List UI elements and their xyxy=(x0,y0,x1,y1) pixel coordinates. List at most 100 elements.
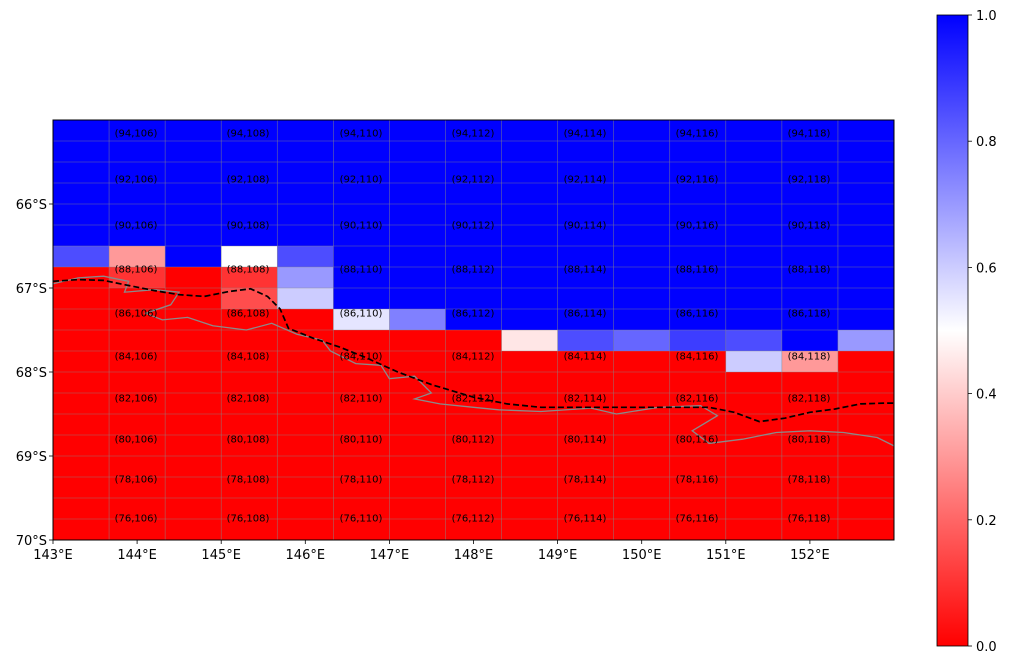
heatmap-cell xyxy=(613,225,671,247)
cell-label: (76,110) xyxy=(340,514,383,525)
cell-label: (92,118) xyxy=(788,175,831,186)
heatmap-cell xyxy=(389,372,446,394)
heatmap-cell xyxy=(333,162,390,184)
heatmap-cell xyxy=(333,330,390,352)
heatmap-cell xyxy=(165,141,222,163)
x-tick-label: 146°E xyxy=(286,548,326,563)
heatmap-cell xyxy=(837,162,894,184)
heatmap-cell xyxy=(725,162,783,184)
heatmap-cell xyxy=(53,351,110,373)
heatmap-cell xyxy=(781,414,839,436)
heatmap-cell xyxy=(501,225,559,247)
heatmap-cell xyxy=(221,519,278,540)
heatmap-cell xyxy=(445,120,503,142)
heatmap-cell xyxy=(613,414,671,436)
heatmap-cell xyxy=(389,519,446,540)
heatmap-cell xyxy=(501,120,559,142)
heatmap-cell xyxy=(669,498,727,520)
heatmap-cell xyxy=(613,498,671,520)
heatmap-cell xyxy=(389,477,446,499)
heatmap-cell xyxy=(557,309,615,331)
heatmap-cell xyxy=(221,498,278,520)
heatmap-cell xyxy=(669,519,727,540)
heatmap-cell xyxy=(277,435,334,457)
heatmap-cell xyxy=(389,141,446,163)
heatmap-cell xyxy=(669,477,727,499)
heatmap-cell xyxy=(165,120,222,142)
cell-label: (88,116) xyxy=(676,265,719,276)
heatmap-cell xyxy=(445,435,503,457)
heatmap-cell xyxy=(53,120,110,142)
heatmap-cell xyxy=(837,225,894,247)
heatmap-cell xyxy=(557,183,615,205)
cell-label: (80,112) xyxy=(452,435,495,446)
heatmap-cell xyxy=(333,141,390,163)
heatmap-cell xyxy=(389,435,446,457)
heatmap-cell xyxy=(165,498,222,520)
colorbar-tick-label: 0.6 xyxy=(976,261,997,276)
heatmap-cell xyxy=(389,309,446,331)
heatmap-cell xyxy=(837,414,894,436)
heatmap-cell xyxy=(725,225,783,247)
heatmap-cell xyxy=(557,246,615,268)
cell-label: (94,112) xyxy=(452,129,495,140)
heatmap-cell xyxy=(613,393,671,415)
heatmap-cell xyxy=(445,267,503,289)
heatmap-cell xyxy=(109,435,166,457)
heatmap-cell xyxy=(445,477,503,499)
cell-label: (84,106) xyxy=(115,352,158,363)
heatmap-cell xyxy=(669,372,727,394)
heatmap-cell xyxy=(613,351,671,373)
heatmap-cell xyxy=(557,519,615,540)
heatmap-cell xyxy=(333,519,390,540)
y-tick-label: 69°S xyxy=(16,450,47,465)
heatmap-cell xyxy=(669,246,727,268)
heatmap-cell xyxy=(781,393,839,415)
heatmap-cell xyxy=(613,435,671,457)
cell-label: (86,112) xyxy=(452,309,495,320)
heatmap-cell xyxy=(109,225,166,247)
heatmap-cell xyxy=(333,225,390,247)
heatmap-cell xyxy=(333,309,390,331)
cell-label: (92,106) xyxy=(115,175,158,186)
y-tick-label: 70°S xyxy=(16,534,47,549)
cell-label: (82,112) xyxy=(452,394,495,405)
heatmap-cell xyxy=(725,246,783,268)
heatmap-cell xyxy=(557,456,615,478)
colorbar-tick-label: 1.0 xyxy=(976,9,997,24)
heatmap-plot-area: (94,106) (94,108) (94,110) (94,112) (94,114)… xyxy=(52,119,895,541)
y-axis: 66°S 67°S 68°S 69°S 70°S xyxy=(16,198,53,549)
cell-label: (82,108) xyxy=(227,394,270,405)
cell-label: (88,108) xyxy=(227,265,270,276)
x-tick-label: 143°E xyxy=(33,548,73,563)
heatmap-cell xyxy=(501,141,559,163)
heatmap-cell xyxy=(109,120,166,142)
cell-label: (94,114) xyxy=(564,129,607,140)
heatmap-cell xyxy=(725,414,783,436)
heatmap-cell xyxy=(781,183,839,205)
heatmap-cell xyxy=(669,393,727,415)
heatmap-cell xyxy=(837,330,894,352)
heatmap-cell xyxy=(781,288,839,310)
colorbar-gradient xyxy=(936,14,969,647)
heatmap-cell xyxy=(221,372,278,394)
heatmap-cell xyxy=(277,267,334,289)
heatmap-cell xyxy=(613,519,671,540)
heatmap-cell xyxy=(53,519,110,540)
cell-label: (86,110) xyxy=(340,309,383,320)
heatmap-cell xyxy=(53,162,110,184)
heatmap-cell xyxy=(725,456,783,478)
heatmap-cell xyxy=(389,246,446,268)
cell-label: (90,112) xyxy=(452,221,495,232)
colorbar: 0.0 0.2 0.4 0.6 0.8 1.0 xyxy=(936,9,997,655)
heatmap-cell xyxy=(109,141,166,163)
heatmap-cell xyxy=(277,351,334,373)
heatmap-cell xyxy=(109,519,166,540)
heatmap-cell xyxy=(669,225,727,247)
heatmap-cell xyxy=(837,267,894,289)
x-axis: 143°E 144°E 145°E 146°E 147°E 148°E 149°E 150°E… xyxy=(33,540,830,563)
heatmap-cell xyxy=(277,204,334,226)
heatmap-cell xyxy=(445,225,503,247)
heatmap-cell xyxy=(109,288,166,310)
heatmap-cell xyxy=(53,330,110,352)
